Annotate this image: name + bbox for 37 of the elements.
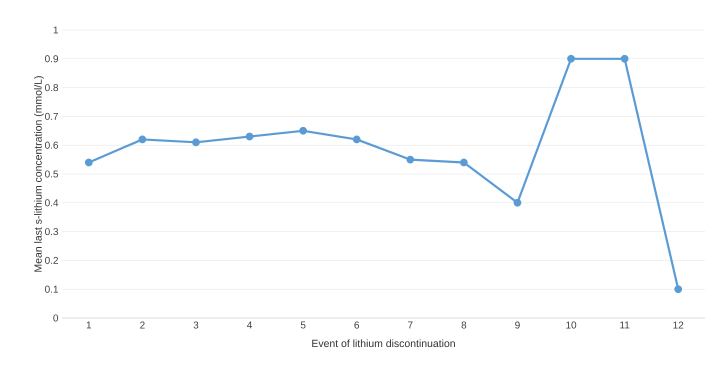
x-tick-label: 11 (620, 322, 630, 328)
y-tick-label: 0.9 (45, 55, 58, 62)
x-tick-label: 10 (566, 322, 576, 329)
x-tick-label: 6 (354, 322, 360, 329)
y-tick-label: 0.5 (45, 170, 58, 178)
x-tick-label: 12 (673, 322, 684, 328)
y-tick-label: 0.7 (45, 112, 58, 120)
x-tick-label: 1 (86, 322, 92, 328)
x-tick-label: 7 (408, 322, 413, 328)
point (674, 285, 682, 294)
x-axis-title: Event of lithium discontinuation (312, 339, 455, 348)
y-tick-label: 0.2 (45, 256, 58, 264)
y-tick-label: 0.1 (45, 286, 58, 293)
point (620, 54, 629, 63)
y-tick-label: 0.8 (45, 84, 58, 92)
point (246, 132, 254, 140)
point (460, 158, 468, 166)
x-tick-label: 8 (462, 322, 466, 329)
point (406, 156, 414, 164)
y-tick-label: 0.3 (45, 228, 58, 236)
point (352, 136, 361, 144)
point (567, 54, 575, 63)
point (514, 198, 522, 207)
point (192, 138, 200, 146)
x-tick-label: 2 (140, 322, 145, 328)
x-tick-label: 5 (300, 322, 306, 328)
x-tick-label: 3 (194, 322, 198, 329)
x-tick-label: 9 (515, 322, 520, 329)
point (84, 158, 93, 166)
point (299, 126, 308, 135)
y-tick-label: 1 (54, 26, 58, 34)
x-tick-label: 4 (247, 322, 252, 328)
y-axis-title: Mean last s-lithium concentration (mmol/L) (34, 76, 44, 272)
y-tick-label: 0.4 (45, 199, 58, 206)
point (138, 136, 146, 144)
y-tick-label: 0.6 (45, 142, 58, 149)
y-tick-label: 0 (53, 314, 58, 322)
